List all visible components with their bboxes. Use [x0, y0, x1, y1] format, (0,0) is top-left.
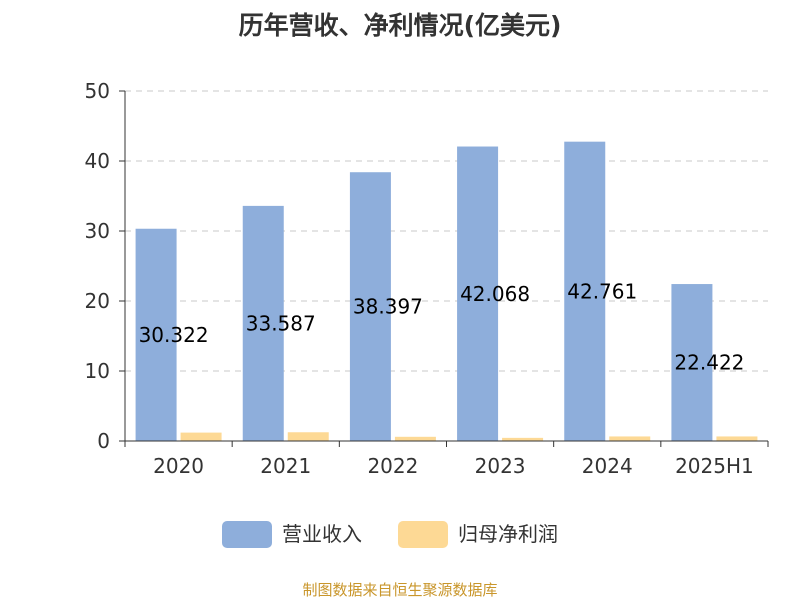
- data-label: 30.322: [139, 323, 209, 347]
- x-tick-label: 2025H1: [675, 454, 754, 478]
- legend-swatch: [398, 521, 448, 548]
- legend-swatch: [222, 521, 272, 548]
- bar-net-profit: [609, 436, 651, 441]
- y-tick-label: 30: [85, 219, 110, 243]
- y-tick-label: 40: [85, 149, 110, 173]
- y-tick-label: 10: [85, 359, 110, 383]
- legend-label: 归母净利润: [458, 522, 558, 546]
- bar-revenue: [564, 141, 606, 441]
- data-labels: 30.322 33.587 38.397 42.068 42.761 22.422: [139, 279, 745, 374]
- x-tick-label: 2021: [260, 454, 311, 478]
- y-tick-label: 50: [85, 79, 110, 103]
- bar-revenue: [349, 172, 391, 441]
- bar-net-profit: [180, 432, 222, 441]
- x-tick-label: 2024: [582, 454, 633, 478]
- y-tick-label: 20: [85, 289, 110, 313]
- bar-revenue: [242, 205, 284, 441]
- bar-net-profit: [716, 436, 758, 441]
- legend: 营业收入 归母净利润: [222, 521, 558, 548]
- data-label: 33.587: [246, 311, 316, 335]
- data-label: 42.068: [460, 282, 530, 306]
- x-tick-label: 2022: [367, 454, 418, 478]
- data-label: 42.761: [567, 279, 637, 303]
- source-note: 制图数据来自恒生聚源数据库: [302, 581, 497, 599]
- x-tick-label: 2023: [475, 454, 526, 478]
- data-label: 22.422: [674, 351, 744, 375]
- x-tick-label: 2020: [153, 454, 204, 478]
- chart-title: 历年营收、净利情况(亿美元): [239, 11, 562, 40]
- gridlines: [125, 90, 768, 372]
- legend-label: 营业收入: [282, 522, 362, 546]
- bar-revenue: [135, 228, 177, 441]
- bar-net-profit: [502, 437, 544, 441]
- bar-net-profit: [287, 432, 329, 441]
- y-tick-label: 0: [97, 429, 110, 453]
- bars: [135, 141, 758, 442]
- bar-revenue: [671, 284, 713, 441]
- data-label: 38.397: [353, 295, 423, 319]
- bar-net-profit: [394, 436, 436, 441]
- axes: 0 10 20 30 40 50 2020 2021 2022 2023 2024 2025H1: [85, 79, 769, 478]
- bar-revenue: [457, 146, 499, 442]
